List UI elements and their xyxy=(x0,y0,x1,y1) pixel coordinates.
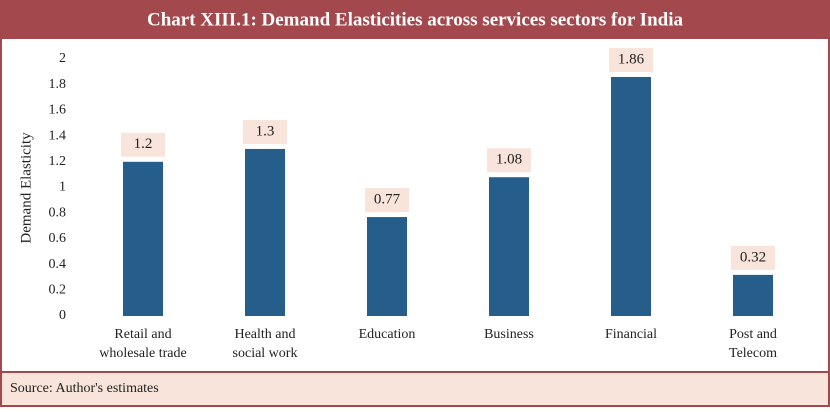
bar xyxy=(367,217,407,316)
y-tick-label: 0.4 xyxy=(49,257,67,272)
x-tick-label: Health and xyxy=(234,327,295,342)
bar xyxy=(245,148,285,316)
bar xyxy=(733,274,773,316)
y-tick-label: 0.8 xyxy=(49,205,67,220)
title-bar xyxy=(1,1,829,39)
value-label-box xyxy=(121,132,165,157)
y-tick-label: 0.6 xyxy=(49,231,67,246)
y-axis-label: Demand Elasticity xyxy=(18,132,34,244)
bar xyxy=(611,76,651,317)
chart-title: Chart XIII.1: Demand Elasticities across… xyxy=(147,9,683,30)
x-tick-label: Financial xyxy=(605,327,657,342)
value-label-box xyxy=(731,245,775,270)
value-label-box xyxy=(243,119,287,144)
x-tick-label: Telecom xyxy=(729,346,777,361)
bar xyxy=(489,177,529,316)
value-label: 1.08 xyxy=(496,152,522,168)
value-label: 1.2 xyxy=(134,136,153,152)
value-label: 0.32 xyxy=(740,249,766,265)
value-label-box xyxy=(487,148,531,173)
y-tick-label: 1 xyxy=(59,180,66,195)
value-label: 0.77 xyxy=(374,191,401,207)
x-tick-label: Post and xyxy=(729,327,777,342)
x-tick-label: Education xyxy=(359,327,416,342)
x-tick-label: Retail and xyxy=(114,327,171,342)
value-label: 1.86 xyxy=(618,51,645,67)
value-label-box xyxy=(365,188,409,213)
x-tick-label: wholesale trade xyxy=(99,346,186,361)
y-tick-label: 0 xyxy=(59,308,66,323)
y-tick-label: 0.2 xyxy=(49,283,67,298)
y-tick-label: 1.4 xyxy=(49,128,67,143)
y-tick-label: 1.6 xyxy=(49,103,67,118)
y-tick-label: 1.8 xyxy=(49,77,67,92)
bar xyxy=(123,161,163,316)
value-label-box xyxy=(609,47,653,72)
y-tick-label: 2 xyxy=(59,51,66,66)
x-tick-label: Business xyxy=(484,327,534,342)
source: Source: Author's estimates xyxy=(10,381,159,396)
y-tick-label: 1.2 xyxy=(49,154,67,169)
x-tick-label: social work xyxy=(233,346,298,361)
value-label: 1.3 xyxy=(256,123,275,139)
source-bar xyxy=(2,372,828,405)
